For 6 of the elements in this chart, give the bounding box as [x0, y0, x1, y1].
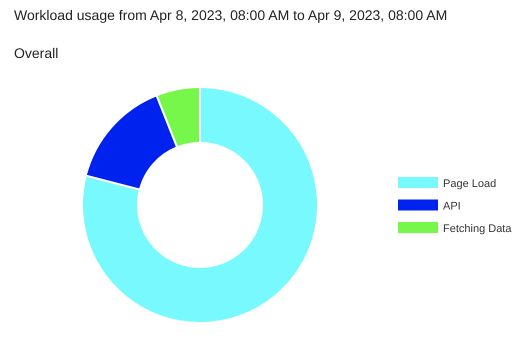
legend-label: Page Load	[443, 178, 496, 190]
legend-label: API	[443, 200, 461, 212]
chart-title: Workload usage from Apr 8, 2023, 08:00 AM to Apr 9, 2023, 08:00 AM	[14, 7, 448, 23]
legend-label: Fetching Data	[443, 223, 512, 235]
chart-subtitle: Overall	[14, 45, 58, 61]
donut-slice	[81, 86, 319, 324]
